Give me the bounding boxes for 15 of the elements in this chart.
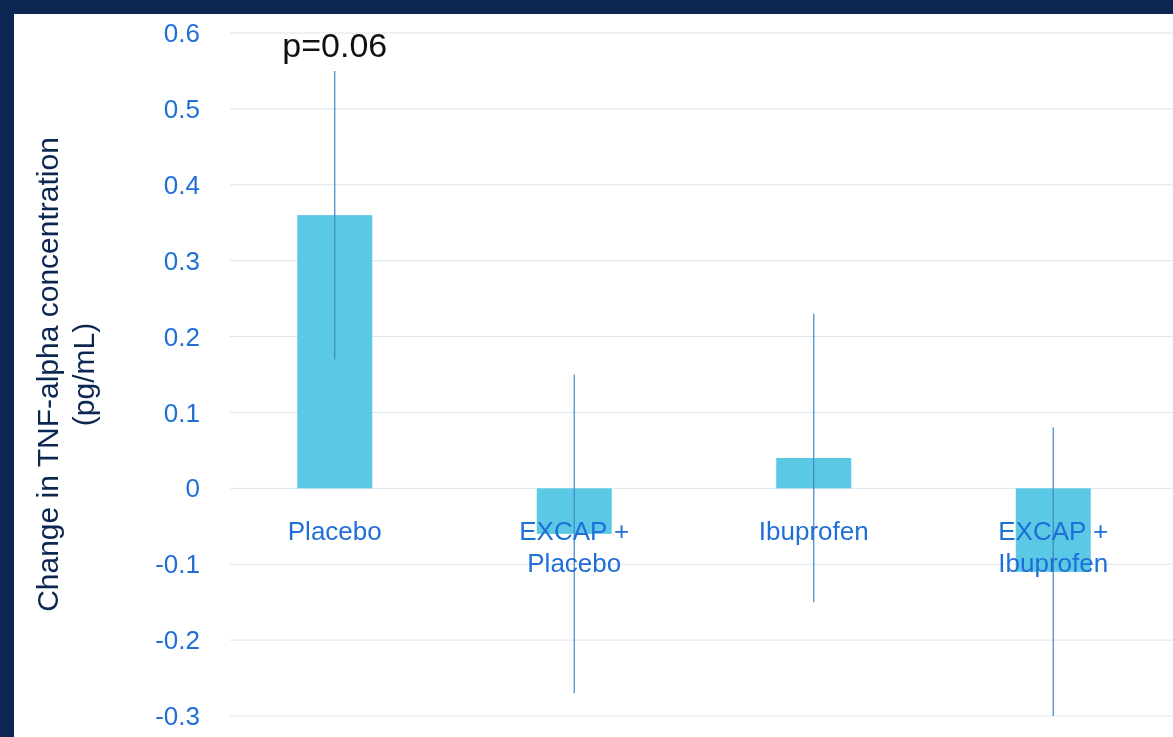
y-tick-label: 0.6: [163, 18, 200, 49]
y-tick-label: 0.5: [163, 93, 200, 124]
y-tick-label: -0.2: [155, 625, 200, 656]
y-tick-label: 0: [185, 473, 200, 504]
y-tick-label: -0.1: [155, 549, 200, 580]
bar: [297, 215, 373, 489]
bar: [776, 457, 852, 489]
y-tick-label: 0.2: [163, 321, 200, 352]
y-tick-label: -0.3: [155, 701, 200, 732]
annotation: p=0.06: [282, 26, 388, 64]
y-axis-title: Change in TNF-alpha concentration (pg/mL): [31, 137, 100, 612]
y-tick-label: 0.3: [163, 245, 200, 276]
y-tick-label: 0.4: [163, 169, 200, 200]
y-tick-label: 0.1: [163, 397, 200, 428]
x-tick-label: Placebo: [287, 516, 382, 547]
